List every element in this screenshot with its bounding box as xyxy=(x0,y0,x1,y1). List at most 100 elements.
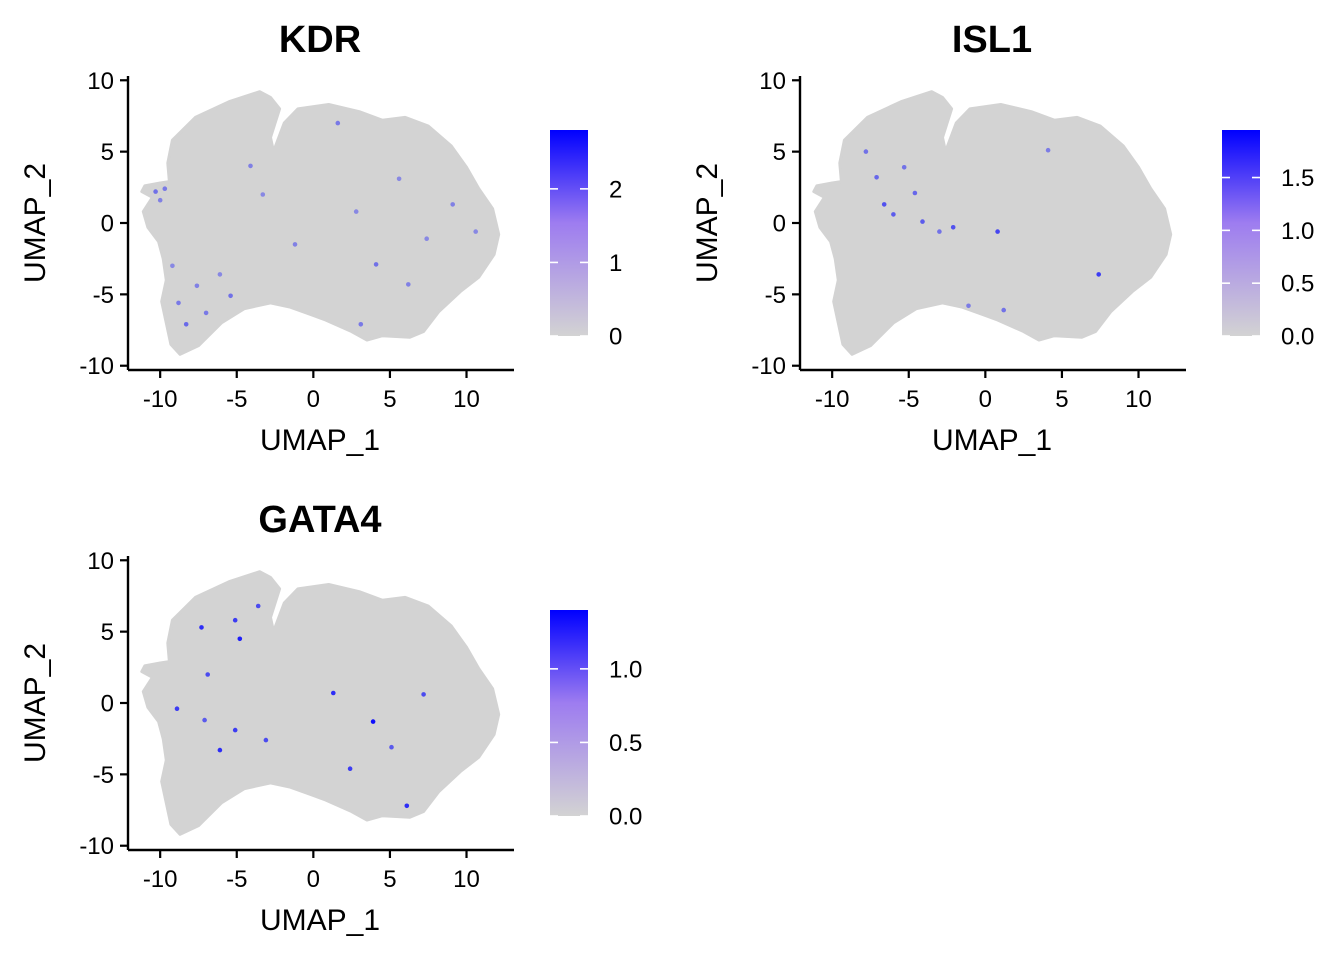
x-tick-label: 10 xyxy=(453,386,480,413)
expression-point xyxy=(353,209,359,214)
x-axis-title: UMAP_1 xyxy=(260,424,380,457)
expression-point xyxy=(176,300,181,306)
expression-point xyxy=(912,190,918,196)
expression-point xyxy=(203,310,209,316)
panel-title: KDR xyxy=(279,19,361,61)
expression-point xyxy=(194,283,200,289)
expression-point xyxy=(260,192,266,197)
y-tick-label: -5 xyxy=(93,282,114,309)
expression-point xyxy=(331,690,336,696)
expression-point xyxy=(183,322,189,327)
expression-point xyxy=(347,766,353,771)
y-tick-label: -5 xyxy=(93,762,114,789)
expression-point xyxy=(370,719,376,724)
x-tick-label: -5 xyxy=(226,386,247,413)
y-tick-label: 5 xyxy=(101,619,114,646)
x-tick-label: 10 xyxy=(1125,386,1152,413)
expression-point xyxy=(937,229,942,234)
expression-point xyxy=(473,229,479,234)
expression-point xyxy=(396,176,402,182)
expression-point xyxy=(205,672,210,677)
expression-point xyxy=(153,189,158,194)
plot-area: -10 -5 0 5 10 -10 -5 0 5 10 xyxy=(79,68,514,413)
expression-point xyxy=(237,636,243,642)
y-tick-label: 10 xyxy=(759,68,786,95)
expression-point xyxy=(881,202,887,207)
colorbar-label: 0.5 xyxy=(609,730,642,757)
y-tick-label: -5 xyxy=(765,282,786,309)
expression-point xyxy=(891,212,896,217)
colorbar-label: 0.0 xyxy=(1281,324,1314,351)
panel-gata4: GATA4 -10 -5 0 5 10 -10 -5 0 5 10 UMAP_1 UMAP_2 0… xyxy=(19,499,642,937)
cell-cloud xyxy=(140,570,501,836)
colorbar-label: 1.0 xyxy=(609,656,642,683)
expression-point xyxy=(232,727,238,733)
colorbar-label: 0 xyxy=(609,324,622,351)
colorbar xyxy=(550,610,588,816)
color-legend: 0.0 0.5 1.0 1.5 xyxy=(1222,130,1314,351)
expression-point xyxy=(217,272,223,277)
plot-area: -10 -5 0 5 10 -10 -5 0 5 10 xyxy=(79,548,514,893)
expression-point xyxy=(255,603,261,609)
expression-point xyxy=(406,282,411,287)
colorbar-label: 1.5 xyxy=(1281,165,1314,192)
expression-point xyxy=(901,165,907,170)
x-tick-label: 10 xyxy=(453,866,480,893)
expression-point xyxy=(263,737,269,743)
panel-title: ISL1 xyxy=(952,19,1032,61)
x-tick-label: -10 xyxy=(143,386,178,413)
colorbar-label: 1 xyxy=(609,250,622,277)
cell-cloud xyxy=(812,90,1173,356)
plot-area: -10 -5 0 5 10 -10 -5 0 5 10 xyxy=(751,68,1186,413)
x-tick-label: -10 xyxy=(143,866,178,893)
y-tick-label: 10 xyxy=(87,68,114,95)
colorbar-label: 2 xyxy=(609,176,622,203)
expression-point xyxy=(863,149,869,154)
x-tick-label: -5 xyxy=(226,866,247,893)
color-legend: 0.0 0.5 1.0 xyxy=(550,610,642,831)
x-tick-label: -5 xyxy=(898,386,919,413)
expression-point xyxy=(358,322,364,327)
expression-point xyxy=(232,617,238,623)
expression-point xyxy=(202,717,207,723)
color-legend: 0 1 2 xyxy=(550,130,622,351)
expression-point xyxy=(170,263,175,269)
cell-cloud xyxy=(140,90,501,356)
colorbar xyxy=(1222,130,1260,336)
expression-point xyxy=(424,236,430,241)
x-tick-label: 5 xyxy=(383,386,396,413)
x-tick-label: 0 xyxy=(307,866,320,893)
panel-title: GATA4 xyxy=(258,499,381,541)
y-axis-title: UMAP_2 xyxy=(19,163,52,283)
colorbar-label: 0.0 xyxy=(609,804,642,831)
y-tick-label: -10 xyxy=(751,353,786,380)
y-tick-label: 0 xyxy=(773,211,786,238)
expression-point xyxy=(1001,307,1006,313)
x-tick-label: 0 xyxy=(979,386,992,413)
y-axis-title: UMAP_2 xyxy=(691,163,724,283)
expression-point xyxy=(292,242,298,247)
x-tick-label: -10 xyxy=(815,386,850,413)
y-tick-label: -10 xyxy=(79,353,114,380)
x-tick-label: 5 xyxy=(383,866,396,893)
colorbar-label: 1.0 xyxy=(1281,218,1314,245)
expression-point xyxy=(966,303,971,309)
expression-point xyxy=(162,186,168,191)
y-tick-label: 5 xyxy=(101,139,114,166)
x-axis-title: UMAP_1 xyxy=(932,424,1052,457)
expression-point xyxy=(874,175,879,180)
expression-point xyxy=(995,229,1000,234)
expression-point xyxy=(450,202,456,207)
expression-point xyxy=(404,803,410,809)
y-tick-label: 0 xyxy=(101,211,114,238)
panel-isl1: ISL1 -10 -5 0 5 10 -10 -5 0 5 10 UMAP_1 UMAP_2 0.… xyxy=(691,19,1314,457)
expression-point xyxy=(248,163,253,169)
colorbar-label: 0.5 xyxy=(1281,271,1314,298)
colorbar xyxy=(550,130,588,336)
expression-point xyxy=(421,692,426,697)
panel-kdr: KDR -10 -5 0 5 10 -10 -5 0 5 10 UMAP_1 UMAP_2 0 1 2 xyxy=(19,19,622,457)
expression-point xyxy=(1096,272,1101,277)
expression-point xyxy=(228,293,233,299)
x-tick-label: 0 xyxy=(307,386,320,413)
